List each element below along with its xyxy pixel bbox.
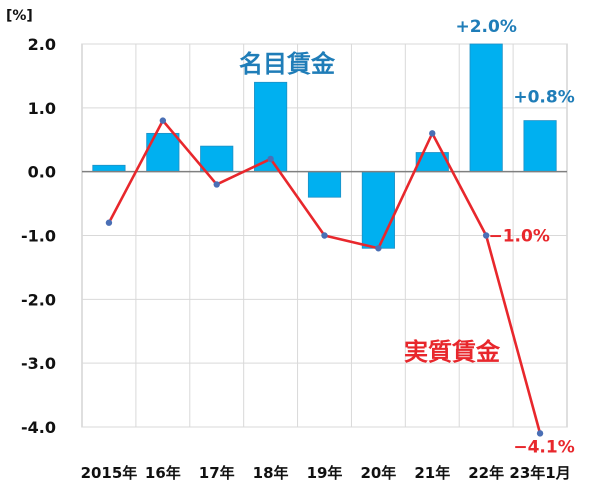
y-tick-label: -2.0	[21, 290, 56, 309]
bar-nominal-wage	[200, 145, 234, 173]
y-tick-label: -3.0	[21, 354, 56, 373]
bar-nominal-wage	[92, 164, 126, 173]
line-point-real-wage	[105, 219, 113, 226]
x-tick-label: 21年	[414, 464, 450, 482]
line-point-real-wage	[375, 245, 382, 252]
x-tick-label: 19年	[307, 464, 343, 482]
x-tick-label: 20年	[360, 464, 396, 482]
y-tick-label: 1.0	[28, 99, 56, 118]
bar-nominal-wage	[361, 171, 395, 249]
series-label-nominal: 名目賃金	[239, 50, 336, 78]
y-tick-label: -1.0	[21, 227, 56, 246]
bar-nominal-wage	[146, 132, 180, 173]
line-point-real-wage	[321, 232, 328, 239]
y-unit-label: [%]	[6, 8, 33, 24]
x-tick-label: 2015年	[81, 464, 138, 482]
x-tick-label: 18年	[253, 464, 289, 482]
x-tick-label: 23年1月	[509, 464, 570, 482]
x-tick-label: 22年	[468, 464, 504, 482]
line-point-real-wage	[267, 155, 274, 163]
line-point-real-wage	[159, 117, 167, 124]
bar-nominal-wage	[307, 171, 342, 198]
data-label: +2.0%	[455, 17, 516, 37]
line-point-real-wage	[482, 232, 490, 239]
data-label: −1.0%	[488, 227, 549, 247]
series-label-real: 実質賃金	[404, 338, 501, 366]
y-tick-label: 2.0	[28, 35, 56, 54]
line-point-real-wage	[536, 430, 544, 437]
bar-nominal-wage	[523, 120, 557, 173]
x-tick-label: 16年	[145, 464, 181, 482]
data-label: +0.8%	[513, 88, 574, 108]
y-tick-label: -4.0	[21, 418, 56, 437]
bar-nominal-wage	[469, 43, 503, 173]
line-point-real-wage	[429, 130, 436, 137]
line-point-real-wage	[213, 181, 220, 188]
y-tick-label: 0.0	[28, 163, 56, 182]
data-label: −4.1%	[513, 437, 574, 457]
x-tick-label: 17年	[199, 464, 235, 482]
